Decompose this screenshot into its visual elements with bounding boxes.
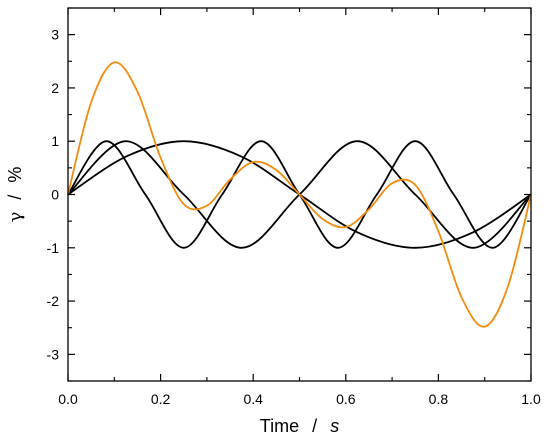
y-tick-label: -3 <box>47 346 60 362</box>
x-tick-label: 0.6 <box>336 391 356 407</box>
x-tick-label: 0.0 <box>58 391 78 407</box>
x-axis-unit: s <box>330 416 339 436</box>
series-layer <box>67 61 532 328</box>
series-line-4 <box>67 61 532 328</box>
plot-frame <box>67 7 532 382</box>
y-tick-label: 0 <box>51 187 59 203</box>
x-tick-label: 1.0 <box>521 391 541 407</box>
x-axis-separator: / <box>312 416 317 436</box>
y-axis-name: γ <box>5 212 26 223</box>
y-axis-unit: % <box>5 167 25 183</box>
x-tick-label: 0.8 <box>429 391 449 407</box>
x-tick-label: 0.2 <box>151 391 171 407</box>
y-tick-label: -2 <box>47 293 60 309</box>
x-axis-name: Time <box>260 416 299 436</box>
y-tick-label: 1 <box>51 133 59 149</box>
y-tick-label: 3 <box>51 27 59 43</box>
tick-layer: 0.0 0.2 0.4 0.6 0.8 1.0 -3 -2 -1 0 1 2 3 <box>47 7 541 407</box>
y-axis-title: γ / % <box>5 167 26 223</box>
x-tick-label: 0.4 <box>243 391 263 407</box>
x-axis-title: Time / s <box>260 416 339 436</box>
y-tick-label: -1 <box>47 240 60 256</box>
y-tick-label: 2 <box>51 80 59 96</box>
y-axis-separator: / <box>5 195 25 200</box>
